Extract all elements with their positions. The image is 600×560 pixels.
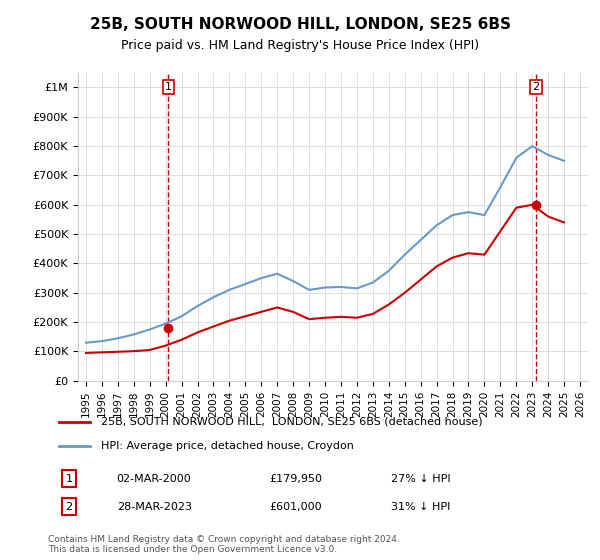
Text: 02-MAR-2000: 02-MAR-2000: [116, 474, 191, 484]
Text: 28-MAR-2023: 28-MAR-2023: [116, 502, 191, 512]
Text: 25B, SOUTH NORWOOD HILL,  LONDON, SE25 6BS (detached house): 25B, SOUTH NORWOOD HILL, LONDON, SE25 6B…: [101, 417, 482, 427]
Text: 1: 1: [165, 82, 172, 92]
Text: 27% ↓ HPI: 27% ↓ HPI: [391, 474, 451, 484]
Text: HPI: Average price, detached house, Croydon: HPI: Average price, detached house, Croy…: [101, 441, 353, 451]
Text: 2: 2: [532, 82, 539, 92]
Text: 1: 1: [65, 474, 73, 484]
Text: 25B, SOUTH NORWOOD HILL, LONDON, SE25 6BS: 25B, SOUTH NORWOOD HILL, LONDON, SE25 6B…: [89, 17, 511, 32]
Text: Contains HM Land Registry data © Crown copyright and database right 2024.
This d: Contains HM Land Registry data © Crown c…: [48, 535, 400, 554]
Text: 2: 2: [65, 502, 73, 512]
Text: 31% ↓ HPI: 31% ↓ HPI: [391, 502, 451, 512]
Text: Price paid vs. HM Land Registry's House Price Index (HPI): Price paid vs. HM Land Registry's House …: [121, 39, 479, 52]
Text: £601,000: £601,000: [270, 502, 322, 512]
Text: £179,950: £179,950: [270, 474, 323, 484]
